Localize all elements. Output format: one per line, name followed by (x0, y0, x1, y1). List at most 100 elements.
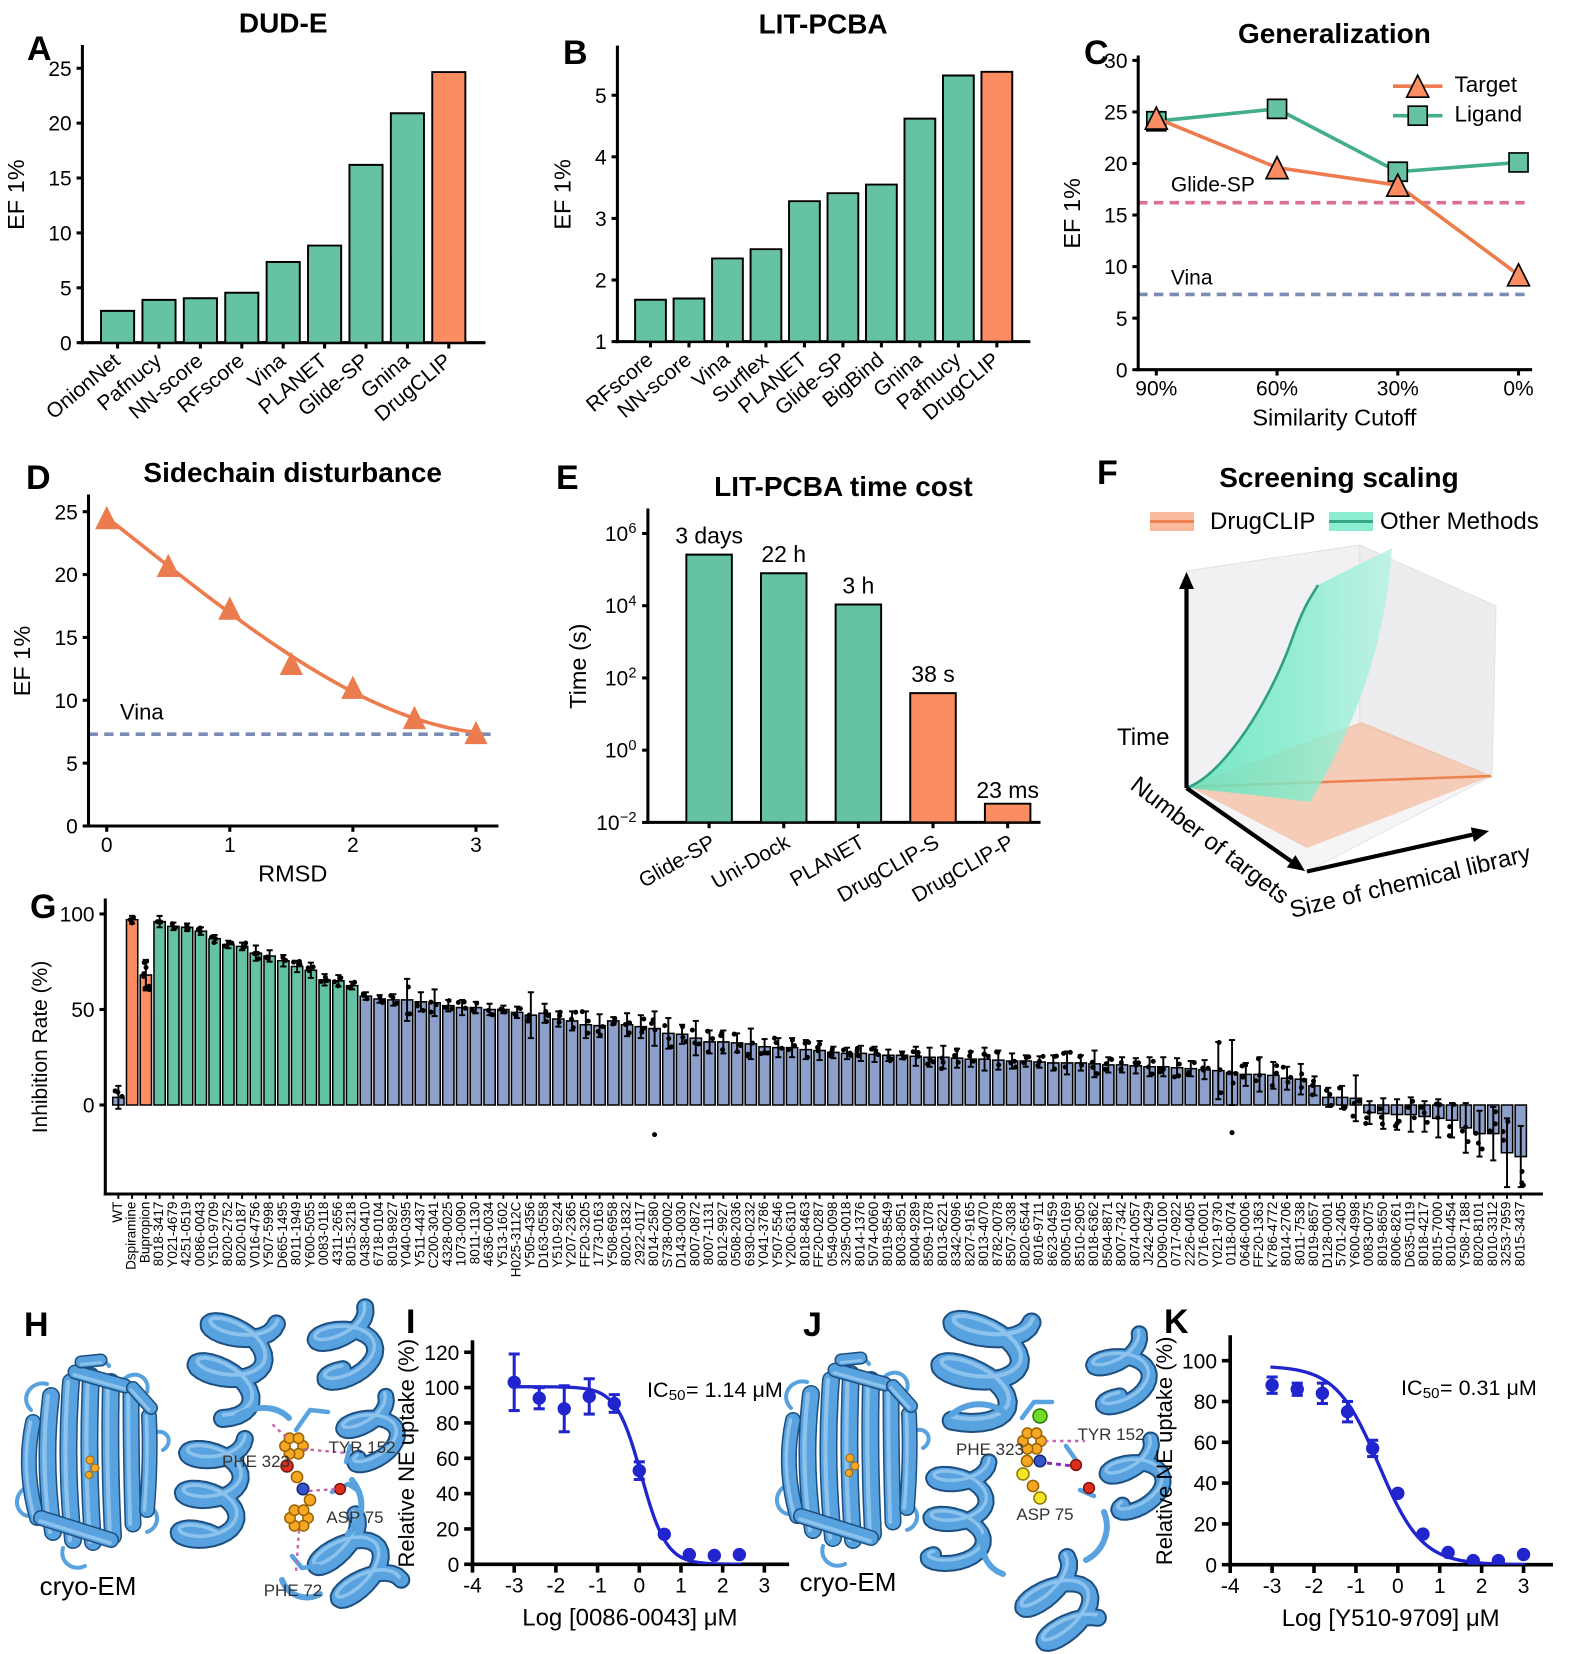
svg-text:25: 25 (48, 58, 71, 81)
svg-text:0: 0 (633, 1575, 645, 1598)
svg-text:K786-4772: K786-4772 (1265, 1202, 1280, 1268)
svg-text:0: 0 (1392, 1575, 1404, 1598)
svg-text:Y040-0395: Y040-0395 (399, 1202, 414, 1268)
svg-text:8019-8650: 8019-8650 (1375, 1202, 1390, 1267)
svg-text:20: 20 (1194, 1514, 1217, 1537)
svg-text:8011-1130: 8011-1130 (467, 1202, 482, 1265)
svg-text:8010-3312: 8010-3312 (1485, 1202, 1500, 1267)
svg-text:25: 25 (1104, 102, 1127, 125)
svg-text:Y507-5998: Y507-5998 (261, 1202, 276, 1268)
svg-text:100: 100 (424, 1377, 459, 1400)
svg-text:8020-8101: 8020-8101 (1471, 1202, 1486, 1267)
svg-text:8005-0169: 8005-0169 (1059, 1202, 1074, 1267)
svg-text:-3: -3 (1263, 1575, 1282, 1598)
svg-text:8510-2905: 8510-2905 (1072, 1202, 1087, 1267)
svg-text:3: 3 (595, 208, 607, 231)
svg-text:1 0 2: 1 0 2 (605, 665, 637, 690)
svg-text:Y207-2365: Y207-2365 (564, 1202, 579, 1268)
svg-text:8013-4070: 8013-4070 (976, 1202, 991, 1267)
svg-text:8007-7342: 8007-7342 (1114, 1202, 1129, 1267)
svg-text:8019-8927: 8019-8927 (385, 1202, 400, 1267)
svg-text:8015-3218: 8015-3218 (344, 1202, 359, 1267)
svg-text:6930-0232: 6930-0232 (742, 1202, 757, 1267)
svg-text:10: 10 (48, 223, 71, 246)
svg-text:ASP 75: ASP 75 (1016, 1505, 1073, 1524)
svg-text:Sidechain disturbance: Sidechain disturbance (143, 457, 442, 488)
svg-text:WT: WT (110, 1202, 125, 1223)
svg-text:EF 1%: EF 1% (1059, 178, 1085, 249)
svg-text:Y021-9730: Y021-9730 (1210, 1202, 1225, 1268)
svg-text:D: D (26, 459, 51, 497)
svg-text:20: 20 (436, 1519, 459, 1542)
svg-text:8014-2580: 8014-2580 (646, 1202, 661, 1267)
svg-text:8074-0057: 8074-0057 (1127, 1202, 1142, 1267)
svg-text:15: 15 (1104, 205, 1127, 228)
svg-text:Target: Target (1455, 72, 1518, 97)
svg-text:8014-2706: 8014-2706 (1279, 1202, 1294, 1267)
svg-text:0086-0043: 0086-0043 (192, 1202, 207, 1267)
svg-text:5: 5 (595, 85, 607, 108)
svg-text:FF20-3205: FF20-3205 (577, 1202, 592, 1268)
svg-text:B: B (563, 34, 588, 72)
svg-text:8018-3417: 8018-3417 (151, 1202, 166, 1267)
svg-text:8020-0187: 8020-0187 (234, 1202, 249, 1267)
svg-text:60: 60 (436, 1448, 459, 1471)
svg-text:Relative NE uptake (%): Relative NE uptake (%) (394, 1339, 419, 1568)
svg-text:8504-8871: 8504-8871 (1100, 1202, 1115, 1267)
svg-text:Inhibition Rate (%): Inhibition Rate (%) (29, 961, 52, 1134)
svg-text:8010-4454: 8010-4454 (1444, 1201, 1459, 1266)
svg-text:3 h: 3 h (842, 572, 874, 598)
svg-text:20: 20 (54, 564, 77, 587)
svg-text:8013-6221: 8013-6221 (935, 1202, 950, 1267)
svg-text:0717-0922: 0717-0922 (1169, 1202, 1184, 1267)
svg-text:2226-0405: 2226-0405 (1182, 1202, 1197, 1267)
svg-text:D163-0558: D163-0558 (536, 1202, 551, 1269)
svg-text:0%: 0% (1503, 378, 1533, 401)
svg-text:FF20-0287: FF20-0287 (811, 1202, 826, 1268)
svg-text:Y507-5546: Y507-5546 (770, 1202, 785, 1268)
svg-text:4636-0034: 4636-0034 (481, 1201, 496, 1266)
svg-text:60: 60 (1194, 1432, 1217, 1455)
svg-text:40: 40 (1194, 1473, 1217, 1496)
svg-text:Glide-SP: Glide-SP (635, 831, 719, 893)
svg-text:Y510-9709: Y510-9709 (206, 1202, 221, 1268)
svg-text:1: 1 (1434, 1575, 1446, 1598)
svg-text:Bupropion: Bupropion (137, 1202, 152, 1264)
svg-text:0: 0 (101, 834, 113, 857)
svg-text:4328-0025: 4328-0025 (440, 1202, 455, 1267)
svg-text:1: 1 (595, 331, 607, 354)
svg-text:2922-0117: 2922-0117 (632, 1202, 647, 1266)
svg-text:D128-0001: D128-0001 (1320, 1202, 1335, 1269)
svg-text:8011-1949: 8011-1949 (289, 1202, 304, 1266)
svg-text:10: 10 (54, 690, 77, 713)
svg-text:Time (s): Time (s) (565, 624, 591, 709)
svg-text:Y600-5055: Y600-5055 (302, 1202, 317, 1268)
svg-text:1 0 −: 1 0 − 2 (596, 802, 636, 835)
svg-text:J: J (803, 1306, 822, 1344)
svg-text:cryo-EM: cryo-EM (800, 1567, 897, 1597)
svg-text:22 h: 22 h (761, 541, 806, 567)
svg-text:60%: 60% (1256, 378, 1298, 401)
svg-text:100: 100 (1182, 1350, 1217, 1373)
svg-text:ASP 75: ASP 75 (326, 1508, 383, 1527)
svg-text:1773-0163: 1773-0163 (591, 1202, 606, 1267)
svg-text:J242-0429: J242-0429 (1141, 1202, 1156, 1266)
svg-text:Vina: Vina (1171, 266, 1213, 289)
svg-text:F: F (1097, 454, 1118, 492)
svg-text:3: 3 (470, 834, 482, 857)
svg-text:8207-9165: 8207-9165 (962, 1202, 977, 1267)
svg-text:1: 1 (224, 834, 236, 857)
svg-text:23 ms: 23 ms (976, 777, 1039, 803)
svg-text:2: 2 (717, 1575, 729, 1598)
svg-text:I C =: I C = 1 . 1 4 μ M 5 0 (647, 1377, 789, 1405)
svg-text:0438-0410: 0438-0410 (357, 1202, 372, 1267)
svg-text:2: 2 (595, 270, 607, 293)
svg-text:Y511-4437: Y511-4437 (412, 1202, 427, 1267)
svg-text:1 0 4: 1 0 4 (605, 593, 637, 618)
svg-text:8020-2752: 8020-2752 (220, 1202, 235, 1267)
svg-text:15: 15 (48, 168, 71, 191)
svg-text:EF 1%: EF 1% (3, 159, 29, 230)
svg-text:30: 30 (1104, 50, 1127, 73)
svg-text:I: I (406, 1303, 415, 1341)
svg-text:0716-0001: 0716-0001 (1196, 1202, 1211, 1267)
